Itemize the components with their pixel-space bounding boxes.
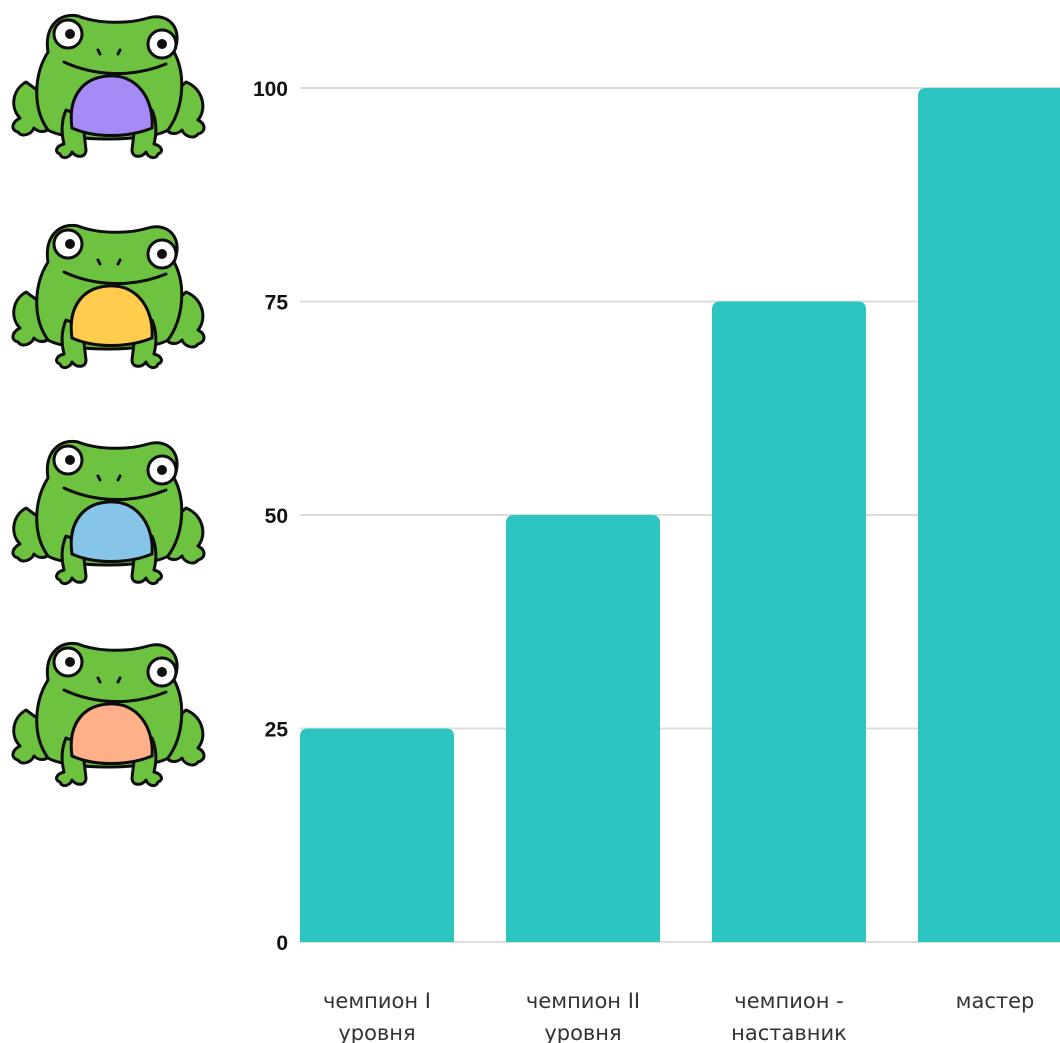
bars: [300, 88, 1060, 942]
y-tick-label: 75: [265, 292, 289, 315]
y-tick-label: 0: [276, 932, 288, 955]
y-tick-label: 25: [265, 719, 289, 742]
frog-icon: [11, 641, 206, 788]
x-category-label: мастер: [956, 989, 1035, 1013]
y-tick-label: 50: [265, 505, 288, 528]
x-category-label: чемпион -наставник: [731, 989, 847, 1043]
x-category-label: чемпион II уровня: [526, 989, 640, 1043]
frog-belly: [69, 500, 154, 563]
bar: [300, 728, 454, 942]
bar: [712, 301, 866, 942]
bar: [506, 515, 660, 942]
bar: [918, 88, 1060, 942]
frog-belly: [69, 284, 154, 347]
frog-icon: [11, 223, 206, 370]
frog-belly: [69, 702, 154, 765]
frog-icon: [11, 439, 206, 586]
frog-legend: [11, 13, 206, 788]
y-tick-label: 100: [253, 78, 288, 101]
y-axis-ticks: 0 25 50 75 100: [253, 78, 288, 955]
frog-belly: [69, 74, 154, 137]
frog-icon: [11, 13, 206, 160]
